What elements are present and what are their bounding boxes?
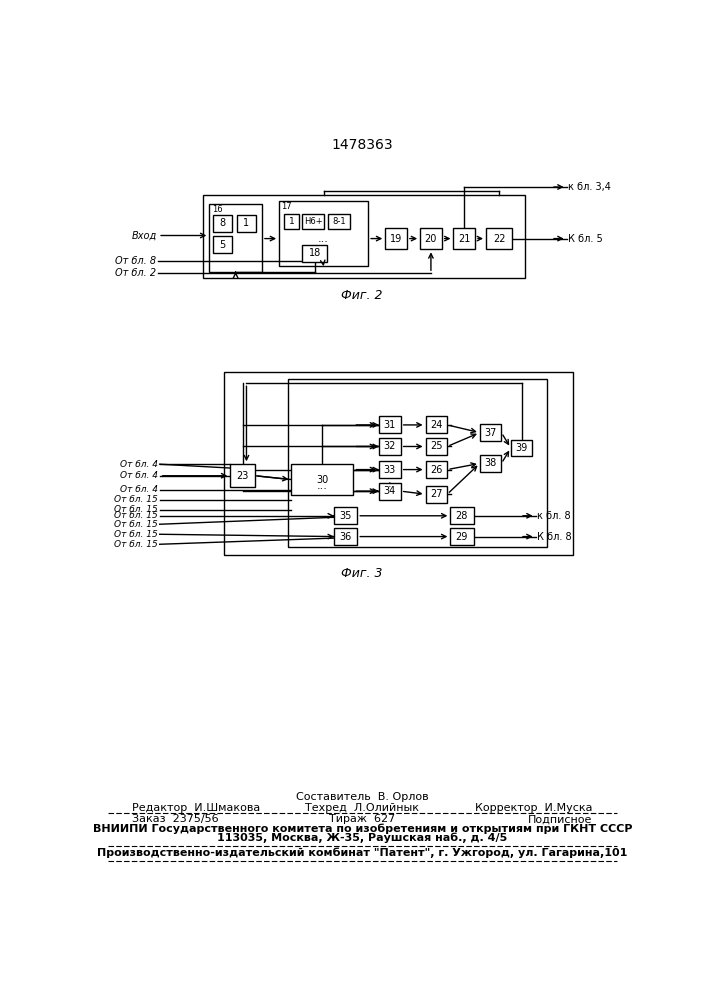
Text: 37: 37	[484, 428, 497, 438]
Bar	[486, 228, 513, 249]
Bar	[237, 215, 256, 232]
Bar	[480, 455, 501, 472]
Bar	[213, 215, 232, 232]
Text: 8-1: 8-1	[332, 217, 346, 226]
Text: 1: 1	[288, 217, 294, 226]
Text: Производственно-издательский комбинат "Патент", г. Ужгород, ул. Гагарина,101: Производственно-издательский комбинат "П…	[97, 848, 628, 858]
Bar	[426, 486, 448, 503]
Bar	[450, 507, 474, 524]
Text: От бл. 15: От бл. 15	[115, 495, 158, 504]
Text: От бл. 4: От бл. 4	[120, 460, 158, 469]
Text: 16: 16	[211, 205, 222, 214]
Text: 27: 27	[430, 489, 443, 499]
Text: ВНИИПИ Государственного комитета по изобретениям и открытиям при ГКНТ СССР: ВНИИПИ Государственного комитета по изоб…	[93, 824, 632, 834]
Text: Редактор  И.Шмакова: Редактор И.Шмакова	[132, 803, 260, 813]
Text: 21: 21	[458, 234, 470, 244]
Bar	[379, 416, 401, 433]
Bar	[303, 245, 327, 262]
Bar	[510, 440, 532, 456]
Text: Вход: Вход	[132, 231, 156, 240]
Bar	[279, 201, 368, 266]
Text: Фиг. 2: Фиг. 2	[341, 289, 382, 302]
Bar	[291, 464, 354, 495]
Text: 113035, Москва, Ж-35, Раушская наб., д. 4/5: 113035, Москва, Ж-35, Раушская наб., д. …	[217, 832, 508, 843]
Text: От бл. 15: От бл. 15	[115, 520, 158, 529]
Bar	[303, 214, 324, 229]
Text: ...: ...	[317, 234, 329, 244]
Bar	[284, 214, 299, 229]
Text: 36: 36	[339, 532, 352, 542]
Bar	[224, 372, 573, 555]
Text: ...: ...	[317, 481, 328, 491]
Text: От бл. 8: От бл. 8	[115, 256, 156, 266]
Bar	[230, 464, 255, 487]
Text: 24: 24	[430, 420, 443, 430]
Bar	[379, 438, 401, 455]
Text: 25: 25	[430, 441, 443, 451]
Bar	[213, 236, 232, 253]
Text: 30: 30	[316, 475, 329, 485]
Bar	[203, 195, 525, 278]
Bar	[426, 461, 448, 478]
Text: К бл. 5: К бл. 5	[568, 234, 603, 244]
Text: От бл. 15: От бл. 15	[115, 505, 158, 514]
Bar	[453, 228, 475, 249]
Text: 33: 33	[384, 465, 396, 475]
Text: От бл. 15: От бл. 15	[115, 540, 158, 549]
Bar	[420, 228, 442, 249]
Text: От бл. 15: От бл. 15	[115, 530, 158, 539]
Text: 1478363: 1478363	[331, 138, 393, 152]
Text: От бл. 15: От бл. 15	[115, 511, 158, 520]
Text: Подписное: Подписное	[528, 814, 592, 824]
Text: 26: 26	[430, 465, 443, 475]
Text: 35: 35	[339, 511, 352, 521]
Bar	[328, 214, 349, 229]
Text: 22: 22	[493, 234, 506, 244]
Text: От бл. 4: От бл. 4	[120, 471, 158, 480]
Text: 1: 1	[243, 218, 250, 228]
Bar	[426, 438, 448, 455]
Text: Заказ  2375/56: Заказ 2375/56	[132, 814, 219, 824]
Bar	[426, 416, 448, 433]
Bar	[450, 528, 474, 545]
Text: :: :	[388, 479, 392, 489]
Text: Тираж  627: Тираж 627	[329, 814, 395, 824]
Text: к бл. 8: к бл. 8	[537, 511, 571, 521]
Text: 20: 20	[425, 234, 437, 244]
Text: 34: 34	[384, 486, 396, 496]
Text: 39: 39	[515, 443, 527, 453]
Text: Составитель  В. Орлов: Составитель В. Орлов	[296, 792, 428, 802]
Bar	[288, 379, 547, 547]
Bar	[334, 528, 357, 545]
Bar	[334, 507, 357, 524]
Bar	[379, 483, 401, 500]
Bar	[385, 228, 407, 249]
Text: 31: 31	[384, 420, 396, 430]
Bar	[209, 204, 262, 272]
Text: Техред  Л.Олийнык: Техред Л.Олийнык	[305, 803, 419, 813]
Text: 17: 17	[281, 202, 292, 211]
Text: 18: 18	[308, 248, 321, 258]
Text: К бл. 8: К бл. 8	[537, 532, 572, 542]
Bar	[379, 461, 401, 478]
Text: 19: 19	[390, 234, 402, 244]
Text: От бл. 2: От бл. 2	[115, 268, 156, 278]
Text: к бл. 3,4: к бл. 3,4	[568, 182, 611, 192]
Text: Фиг. 3: Фиг. 3	[341, 567, 382, 580]
Text: Корректор  И.Муска: Корректор И.Муска	[475, 803, 592, 813]
Text: 8: 8	[219, 218, 226, 228]
Text: 32: 32	[384, 441, 396, 451]
Text: От бл. 4: От бл. 4	[120, 485, 158, 494]
Text: 28: 28	[456, 511, 468, 521]
Text: 38: 38	[484, 458, 497, 468]
Text: 29: 29	[456, 532, 468, 542]
Text: 23: 23	[236, 471, 249, 481]
Text: 5: 5	[219, 240, 226, 250]
Bar	[480, 424, 501, 441]
Text: Н6+: Н6+	[304, 217, 322, 226]
